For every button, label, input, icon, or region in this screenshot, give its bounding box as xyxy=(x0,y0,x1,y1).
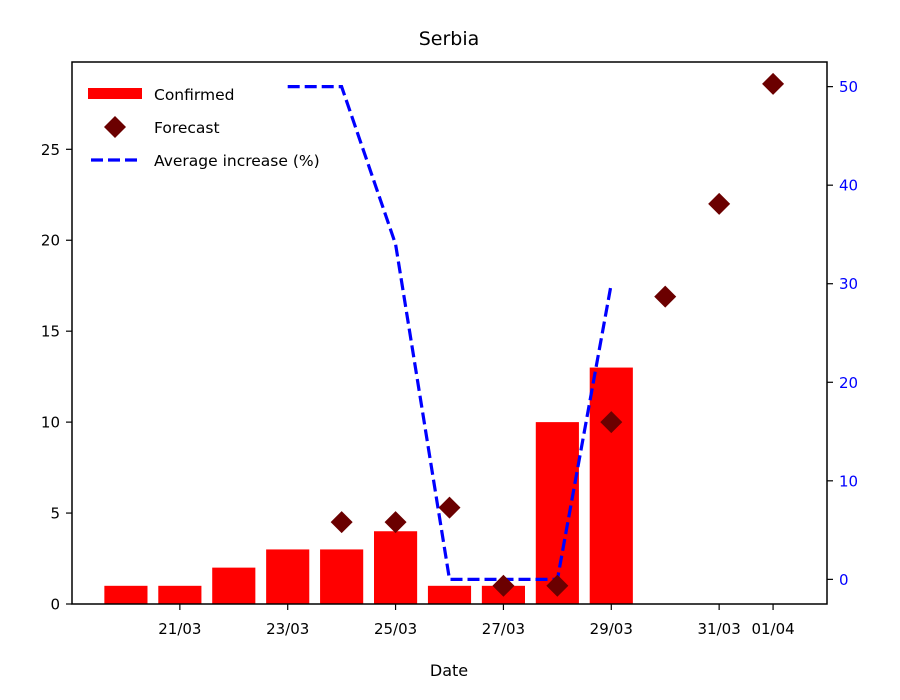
left-tick-label: 5 xyxy=(50,505,60,523)
right-tick-label: 0 xyxy=(839,571,849,589)
bar-23-03 xyxy=(266,549,310,604)
right-tick-label: 50 xyxy=(839,78,858,96)
chart-title: Serbia xyxy=(419,28,480,50)
bar-24-03 xyxy=(320,549,364,604)
x-tick-label: 25/03 xyxy=(374,620,417,638)
bar-25-03 xyxy=(374,531,418,604)
legend-label-confirmed: Confirmed xyxy=(154,86,234,104)
forecast-point-26-03 xyxy=(438,496,461,519)
plot-area xyxy=(71,61,828,605)
forecast-point-29-03 xyxy=(600,411,623,434)
x-tick-label: 23/03 xyxy=(266,620,309,638)
right-tick-label: 30 xyxy=(839,275,858,293)
left-tick-label: 0 xyxy=(50,596,60,614)
forecast-point-01-04 xyxy=(762,72,785,95)
left-tick-label: 20 xyxy=(41,232,60,250)
bar-22-03 xyxy=(212,567,256,604)
x-axis: 21/03 23/03 25/03 27/03 29/03 31/03 01/04 xyxy=(158,604,795,638)
x-tick-label: 01/04 xyxy=(751,620,794,638)
forecast-point-24-03 xyxy=(330,511,353,534)
bar-26-03 xyxy=(427,585,472,604)
right-tick-label: 10 xyxy=(839,472,858,490)
bar-29-03 xyxy=(589,367,633,604)
legend-swatch-confirmed xyxy=(88,88,142,99)
left-tick-label: 25 xyxy=(41,141,60,159)
forecast-point-31-03 xyxy=(708,192,731,215)
x-tick-label: 31/03 xyxy=(698,620,741,638)
x-tick-label: 29/03 xyxy=(590,620,633,638)
bar-series-confirmed xyxy=(104,367,633,604)
x-axis-label: Date xyxy=(430,661,468,680)
right-y-axis: 0 10 20 30 40 50 xyxy=(827,78,858,589)
x-tick-label: 27/03 xyxy=(482,620,525,638)
scatter-series-forecast xyxy=(330,72,785,597)
bar-21-03 xyxy=(158,585,202,604)
legend: Confirmed Forecast Average increase (%) xyxy=(88,86,320,170)
left-tick-label: 15 xyxy=(41,323,60,341)
forecast-point-30-03 xyxy=(654,285,677,308)
legend-label-average-increase: Average increase (%) xyxy=(154,152,320,170)
right-tick-label: 20 xyxy=(839,374,858,392)
left-tick-label: 10 xyxy=(41,414,60,432)
x-tick-label: 21/03 xyxy=(158,620,201,638)
forecast-point-27-03 xyxy=(492,574,515,597)
bar-20-03 xyxy=(104,585,148,604)
plot-frame xyxy=(71,61,828,605)
right-tick-label: 40 xyxy=(839,177,858,195)
legend-swatch-forecast xyxy=(104,116,126,138)
legend-label-forecast: Forecast xyxy=(154,119,220,137)
forecast-point-28-03 xyxy=(546,574,569,597)
left-y-axis: 0 5 10 15 20 25 xyxy=(41,141,72,614)
forecast-point-25-03 xyxy=(384,511,407,534)
